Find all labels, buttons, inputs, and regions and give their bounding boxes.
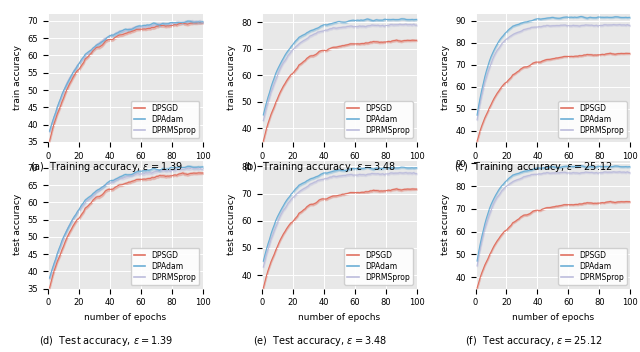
X-axis label: number of epochs: number of epochs [84,313,166,322]
X-axis label: number of epochs: number of epochs [298,313,380,322]
Y-axis label: test accuracy: test accuracy [440,194,450,256]
Y-axis label: train accuracy: train accuracy [440,45,450,111]
Y-axis label: test accuracy: test accuracy [227,194,236,256]
Text: (e)  Test accuracy, $\epsilon = 3.48$: (e) Test accuracy, $\epsilon = 3.48$ [253,334,387,348]
Legend: DPSGD, DPAdam, DPRMSprop: DPSGD, DPAdam, DPRMSprop [344,101,413,138]
Text: (f)  Test accuracy, $\epsilon = 25.12$: (f) Test accuracy, $\epsilon = 25.12$ [465,334,602,348]
Y-axis label: test accuracy: test accuracy [13,194,22,256]
X-axis label: number of epochs: number of epochs [512,166,594,175]
Text: (c)  Training accuracy, $\epsilon = 25.12$: (c) Training accuracy, $\epsilon = 25.12… [454,160,612,174]
X-axis label: number of epochs: number of epochs [512,313,594,322]
Text: (b)  Training accuracy, $\epsilon = 3.48$: (b) Training accuracy, $\epsilon = 3.48$ [243,160,397,174]
Y-axis label: train accuracy: train accuracy [13,45,22,111]
Text: (d)  Test accuracy, $\epsilon = 1.39$: (d) Test accuracy, $\epsilon = 1.39$ [40,334,174,348]
X-axis label: number of epochs: number of epochs [298,166,380,175]
Y-axis label: train accuracy: train accuracy [227,45,236,111]
Legend: DPSGD, DPAdam, DPRMSprop: DPSGD, DPAdam, DPRMSprop [344,248,413,285]
Text: (a)  Training accuracy, $\epsilon = 1.39$: (a) Training accuracy, $\epsilon = 1.39$ [30,160,183,174]
Legend: DPSGD, DPAdam, DPRMSprop: DPSGD, DPAdam, DPRMSprop [558,248,627,285]
Legend: DPSGD, DPAdam, DPRMSprop: DPSGD, DPAdam, DPRMSprop [558,101,627,138]
X-axis label: number of epochs: number of epochs [84,166,166,175]
Legend: DPSGD, DPAdam, DPRMSprop: DPSGD, DPAdam, DPRMSprop [131,101,199,138]
Legend: DPSGD, DPAdam, DPRMSprop: DPSGD, DPAdam, DPRMSprop [131,248,199,285]
